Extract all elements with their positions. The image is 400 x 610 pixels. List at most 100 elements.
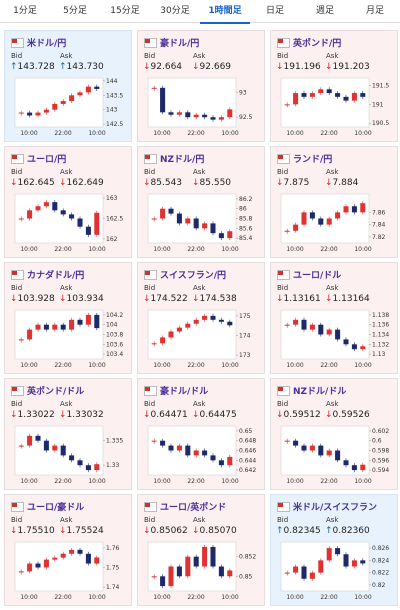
- candle: [210, 315, 216, 320]
- y-tick-label: 86.2: [239, 196, 253, 203]
- pair-name[interactable]: 英ポンド/円: [293, 39, 342, 49]
- bid-label: Bid: [144, 516, 156, 524]
- x-tick-label: 22:00: [320, 594, 337, 601]
- pair-name[interactable]: ユーロ/英ポンド: [160, 503, 227, 513]
- candle: [335, 212, 341, 219]
- ask-value: 0.82360: [332, 526, 370, 536]
- x-tick-label: 10:00: [88, 478, 105, 485]
- ask-label: Ask: [193, 400, 206, 408]
- flag-mark: [278, 503, 283, 507]
- candle: [27, 210, 33, 219]
- candle: [27, 329, 33, 340]
- pair-name[interactable]: ユーロ/豪ドル: [27, 503, 85, 513]
- y-tick-label: 1.335: [106, 438, 123, 445]
- rate-card: 米ドル/円 Bid Ask ↑143.728 ↑143.730 144 143.5 143 14…: [4, 30, 132, 142]
- pair-name[interactable]: 米ドル/円: [27, 39, 67, 49]
- tab[interactable]: 1時間足: [200, 0, 250, 24]
- tab[interactable]: 1分足: [0, 0, 50, 23]
- ask-label: Ask: [326, 52, 339, 60]
- flag-icon: [277, 270, 290, 280]
- bid-value: 7.875: [283, 178, 310, 188]
- candle: [293, 440, 299, 446]
- candle: [360, 93, 366, 97]
- candle: [326, 89, 332, 94]
- plot-area: [147, 309, 237, 360]
- y-tick-label: 85.6: [239, 225, 253, 232]
- pair-name[interactable]: 米ドル/スイスフラン: [293, 503, 378, 513]
- plot-area: [147, 425, 237, 476]
- pair-name[interactable]: ユーロ/ドル: [293, 271, 342, 281]
- flag-mark: [278, 155, 283, 159]
- candle: [284, 324, 290, 326]
- tab[interactable]: 15分足: [100, 0, 150, 23]
- y-tick-label: 0.594: [372, 467, 389, 474]
- candle: [284, 572, 290, 574]
- bid-label: Bid: [144, 52, 156, 60]
- candle: [18, 339, 24, 341]
- y-tick-label: 163: [106, 195, 118, 202]
- candle: [185, 323, 191, 328]
- pair-name[interactable]: 豪ドル/円: [160, 39, 200, 49]
- ask-value: 92.669: [199, 62, 232, 72]
- pair-name[interactable]: 豪ドル/ドル: [160, 387, 209, 397]
- pair-name[interactable]: カナダドル/円: [27, 271, 85, 281]
- ask-value: 191.203: [332, 62, 370, 72]
- flag-icon: [144, 270, 157, 280]
- candle: [227, 109, 233, 118]
- ask-label: Ask: [326, 284, 339, 292]
- candle: [151, 218, 157, 220]
- bid-arrow: ↓: [143, 294, 151, 304]
- pair-name[interactable]: NZドル/円: [160, 155, 205, 165]
- rate-card: 米ドル/スイスフラン Bid Ask ↑0.82345 ↑0.82360 0.826 0.8…: [270, 494, 398, 606]
- y-tick-label: 0.644: [239, 457, 256, 464]
- pair-name[interactable]: 英ポンド/ドル: [27, 387, 85, 397]
- candle: [94, 464, 100, 471]
- flag-icon: [144, 386, 157, 396]
- candle: [185, 112, 191, 118]
- candle: [168, 445, 174, 451]
- pair-name[interactable]: スイスフラン/円: [160, 271, 227, 281]
- plot-area: [280, 309, 370, 360]
- tab[interactable]: 30分足: [150, 0, 200, 23]
- x-tick-label: 10:00: [221, 362, 238, 369]
- y-tick-label: 0.826: [372, 545, 389, 552]
- mini-chart: 93 92.5 10:00 22:00 10:00: [147, 77, 253, 137]
- ask-value: 7.884: [332, 178, 359, 188]
- candle: [60, 553, 66, 558]
- y-tick-label: 142.5: [106, 121, 123, 128]
- y-tick-label: 174: [239, 332, 251, 339]
- flag-icon: [11, 502, 24, 512]
- candle: [52, 103, 58, 110]
- y-tick-label: 0.646: [239, 448, 256, 455]
- flag-mark: [145, 39, 150, 43]
- flag-icon: [11, 270, 24, 280]
- rate-card: カナダドル/円 Bid Ask ↓103.928 ↓103.934 104.2 104 103…: [4, 262, 132, 374]
- candle: [168, 331, 174, 338]
- pair-name[interactable]: NZドル/ドル: [293, 387, 347, 397]
- tab[interactable]: 月足: [350, 0, 400, 23]
- bid-arrow: ↓: [10, 410, 18, 420]
- candle: [69, 214, 75, 219]
- ask-label: Ask: [193, 168, 206, 176]
- pair-name[interactable]: ランド/円: [293, 155, 333, 165]
- x-tick-label: 10:00: [153, 246, 170, 253]
- y-tick-label: 1.136: [372, 322, 389, 329]
- rate-card: ユーロ/豪ドル Bid Ask ↓1.75510 ↓1.75524 1.76 1.75 1.7…: [4, 494, 132, 606]
- pair-name[interactable]: ユーロ/円: [27, 155, 67, 165]
- y-tick-label: 143: [106, 107, 118, 114]
- tab[interactable]: 週足: [300, 0, 350, 23]
- candle: [43, 324, 49, 330]
- tab[interactable]: 5分足: [50, 0, 100, 23]
- candle: [151, 87, 157, 89]
- x-tick-label: 10:00: [88, 130, 105, 137]
- candle: [227, 321, 233, 326]
- candle: [160, 576, 166, 587]
- y-tick-label: 175: [239, 313, 251, 320]
- y-tick-label: 0.82: [372, 582, 386, 589]
- tab[interactable]: 日足: [250, 0, 300, 23]
- candle: [293, 319, 299, 325]
